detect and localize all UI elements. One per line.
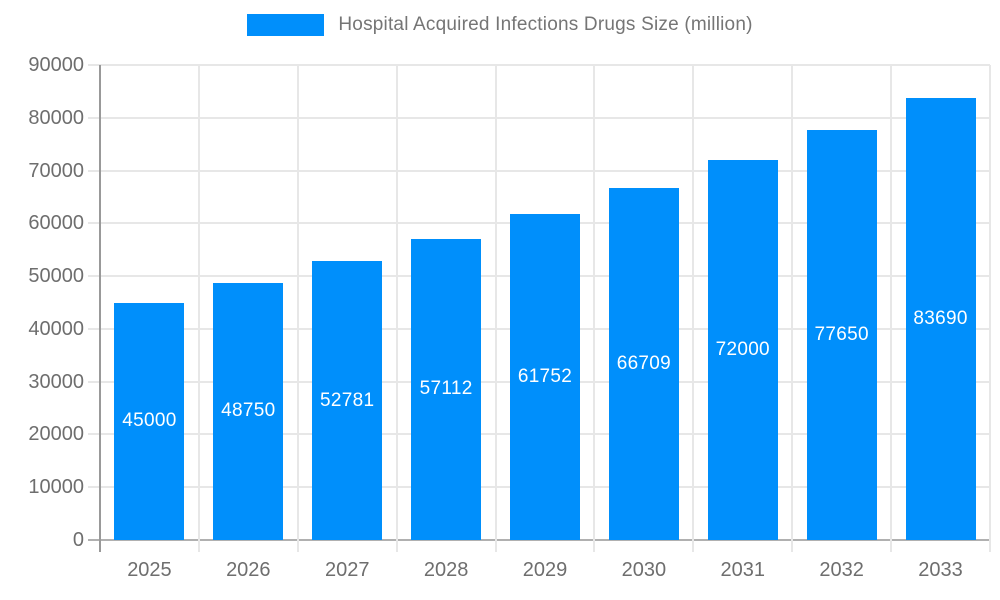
legend-item[interactable]: Hospital Acquired Infections Drugs Size … [0, 14, 1000, 36]
gridline-vertical [791, 65, 794, 552]
bar-value-label: 77650 [814, 324, 869, 346]
bar[interactable]: 52781 [312, 261, 383, 540]
x-tick-label: 2029 [522, 559, 568, 581]
y-tick-label: 50000 [28, 265, 84, 288]
bar[interactable]: 72000 [707, 160, 778, 540]
bar-value-label: 45000 [122, 410, 177, 432]
gridline-vertical [593, 65, 596, 552]
gridline-vertical [395, 65, 398, 552]
bar[interactable]: 83690 [905, 98, 976, 540]
bar-value-label: 66709 [616, 352, 672, 374]
x-tick-label: 2027 [324, 559, 370, 581]
x-tick-label: 2028 [423, 559, 469, 581]
x-tick-label: 2032 [819, 559, 864, 581]
bar[interactable]: 48750 [213, 282, 284, 540]
y-tick-label: 0 [72, 529, 84, 551]
y-tick-label: 70000 [28, 159, 84, 182]
bar-value-label: 52781 [320, 389, 375, 411]
gridline-horizontal [88, 169, 990, 172]
bar[interactable]: 45000 [114, 302, 185, 540]
gridline-vertical [989, 65, 991, 552]
y-tick-label: 30000 [28, 370, 84, 393]
x-tick-label: 2025 [127, 559, 172, 581]
y-tick-label: 90000 [28, 54, 84, 76]
bar-value-label: 57112 [419, 378, 473, 400]
bar[interactable]: 57112 [411, 238, 482, 540]
gridline-vertical [296, 65, 299, 552]
gridline-horizontal [88, 116, 990, 119]
bar[interactable]: 77650 [806, 130, 877, 540]
bar-value-label: 48750 [221, 400, 276, 422]
gridline-vertical [692, 65, 695, 552]
y-tick-label: 40000 [28, 317, 84, 340]
legend-swatch [247, 14, 325, 36]
bar-value-label: 61752 [517, 366, 573, 388]
bar-value-label: 72000 [715, 339, 770, 360]
bar-value-label: 83690 [913, 308, 968, 330]
gridline-vertical [494, 65, 497, 552]
y-tick-label: 20000 [28, 423, 84, 446]
x-tick-label: 2030 [621, 559, 667, 581]
x-tick-label: 2033 [918, 559, 963, 581]
bar[interactable]: 61752 [510, 214, 580, 540]
x-tick-label: 2026 [226, 559, 271, 581]
gridline-horizontal [88, 64, 990, 66]
y-tick-label: 60000 [28, 212, 84, 235]
y-tick-label: 80000 [28, 106, 84, 129]
y-axis-line [99, 65, 101, 552]
legend-label: Hospital Acquired Infections Drugs Size … [338, 14, 753, 35]
y-tick-label: 10000 [28, 476, 84, 499]
x-tick-label: 2031 [720, 559, 766, 581]
gridline-vertical [890, 65, 893, 552]
x-axis-baseline [88, 539, 990, 541]
bar[interactable]: 66709 [608, 187, 679, 540]
gridline-vertical [197, 65, 200, 552]
